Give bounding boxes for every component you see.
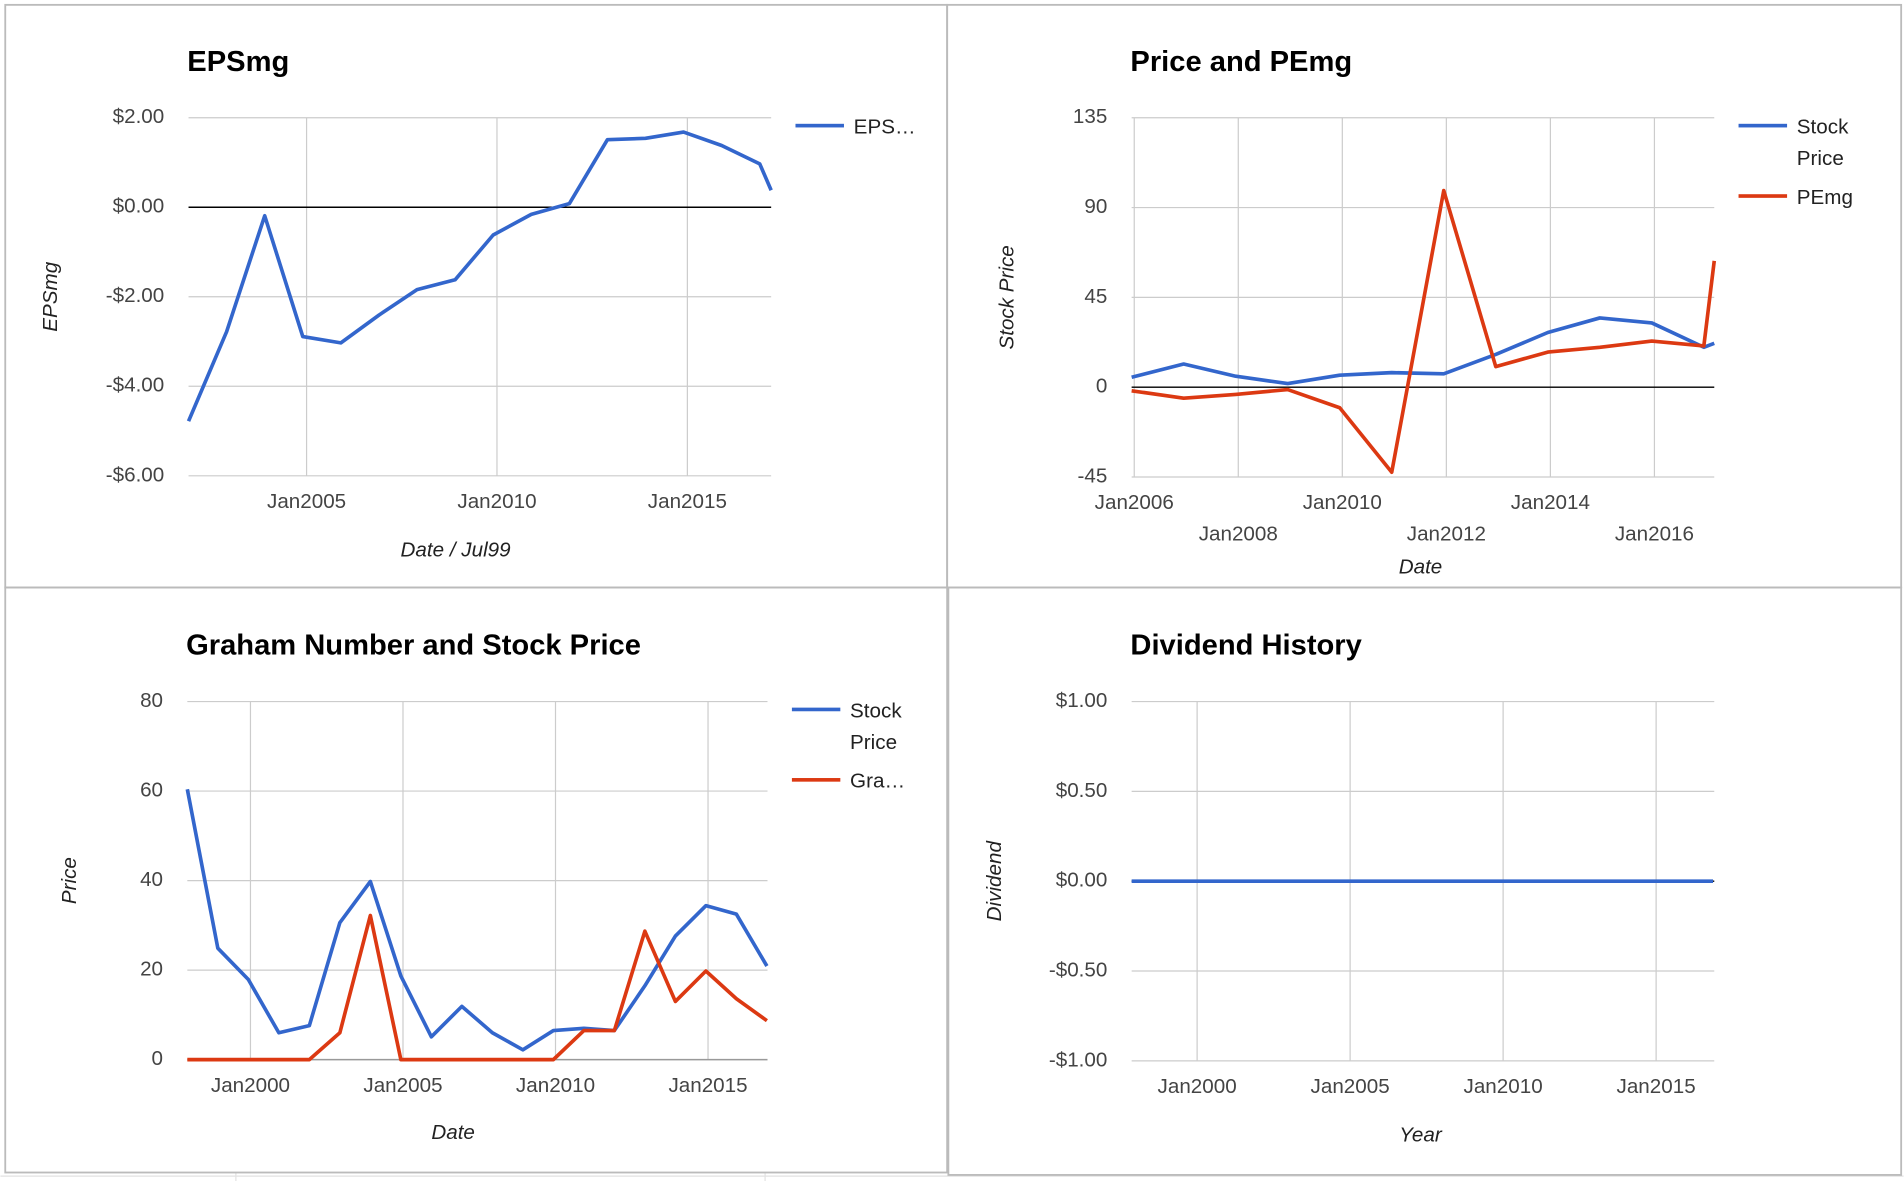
legend-swatch [1738,123,1788,128]
panel [4,586,949,1174]
chart-title: Dividend History [1130,630,1362,662]
x-tick-label: Jan2000 [211,1074,290,1097]
x-tick-label: Jan2010 [457,490,536,513]
legend-label: EPS… [853,115,916,139]
legend-item: Gra… [791,766,950,798]
y-tick-label: $0.00 [1056,869,1108,892]
x-tick-label: Jan2016 [1615,523,1694,546]
y-tick-label: -45 [1078,464,1108,487]
chart-title: Price and PEmg [1130,46,1352,78]
panel-borders [4,3,1903,1176]
y-axis-title: Dividend [983,840,1006,922]
y-tick-label: $0.00 [113,195,165,218]
y-tick-label: 40 [140,868,163,891]
x-axis-title: Year [1399,1124,1443,1147]
y-tick-label: $0.50 [1056,779,1108,802]
y-tick-label: -$1.00 [1049,1048,1107,1071]
chart-title: Graham Number and Stock Price [186,630,641,662]
y-axis-title: EPSmg [39,261,62,331]
legend: Stock Price PEmg [1738,112,1897,214]
legend-label: Stock Price [850,699,902,754]
panel [947,586,1903,1176]
y-tick-label: 60 [140,779,163,802]
series-line [185,788,769,1052]
chart-title: EPSmg [187,46,289,78]
legend-item: EPS… [795,112,953,144]
y-tick-label: $1.00 [1056,689,1108,712]
series-line [1131,188,1717,475]
x-axis-title: Date [1399,555,1443,578]
y-tick-label: -$2.00 [106,284,164,307]
x-tick-label: Jan2008 [1199,523,1278,546]
x-tick-label: Jan2010 [1303,491,1382,514]
chart: -45 0 45 90 135 Jan2006 Jan2008 Jan2010 Jan2012 J… [995,46,1897,579]
x-tick-label: Jan2000 [1158,1075,1237,1098]
y-tick-label: 45 [1084,285,1107,308]
legend-label: Stock Price [1796,115,1849,170]
x-tick-label: Jan2006 [1095,491,1174,514]
x-tick-label: Jan2005 [363,1074,442,1097]
y-axis-title: Price [58,857,81,904]
legend-box: Stock Price Gra… [791,695,950,798]
chart: 0 20 40 60 80 Jan2000 Jan2005 Jan2010 Jan2015 Gra… [58,630,950,1144]
y-tick-label: 80 [140,689,163,712]
legend-swatch [791,778,841,782]
y-tick-label: 0 [1096,375,1107,398]
y-tick-label: $2.00 [113,105,165,128]
legend-label: PEmg [1796,185,1853,209]
legend-swatch [791,707,841,712]
legend-item: Stock Price [791,695,950,758]
y-tick-label: -$4.00 [106,374,164,397]
x-tick-label: Jan2005 [1311,1075,1390,1098]
x-tick-label: Jan2012 [1407,523,1486,546]
legend-swatch [795,123,844,128]
legend-item: Stock Price [1738,112,1897,175]
x-tick-label: Jan2015 [648,490,727,513]
y-axis-title: Stock Price [995,245,1018,349]
legend-box: Stock Price PEmg [1738,112,1897,214]
x-tick-label: Jan2010 [516,1074,595,1097]
chart: -$6.00 -$4.00 -$2.00 $0.00 $2.00 Jan2005 Jan20… [39,46,953,562]
x-tick-label: Jan2015 [1617,1075,1696,1098]
chart: -$1.00 -$0.50 $0.00 $0.50 $1.00 Jan2000 Jan200… [983,630,1715,1147]
sheet-grid [0,1172,1904,1181]
series-line [186,130,773,422]
series-line [187,913,768,1062]
y-tick-label: 135 [1073,105,1107,128]
legend-label: Gra… [850,769,906,793]
y-tick-label: -$0.50 [1049,958,1107,981]
x-tick-label: Jan2010 [1464,1075,1543,1098]
legend: Stock Price Gra… [791,695,950,798]
legend: EPS… [795,112,953,144]
y-tick-label: 0 [152,1047,163,1070]
x-tick-label: Jan2005 [267,490,346,513]
y-tick-label: -$6.00 [106,463,164,486]
legend-box: EPS… [795,112,953,144]
y-tick-label: 20 [140,958,163,981]
series-line [1131,316,1715,386]
x-tick-label: Jan2015 [668,1074,747,1097]
y-tick-label: 90 [1084,195,1107,218]
x-axis-title: Date [431,1121,475,1144]
x-tick-label: Jan2014 [1511,491,1590,514]
x-axis-title: Date / Jul99 [401,539,512,562]
legend-swatch [1738,194,1788,198]
legend-item: PEmg [1738,182,1897,214]
